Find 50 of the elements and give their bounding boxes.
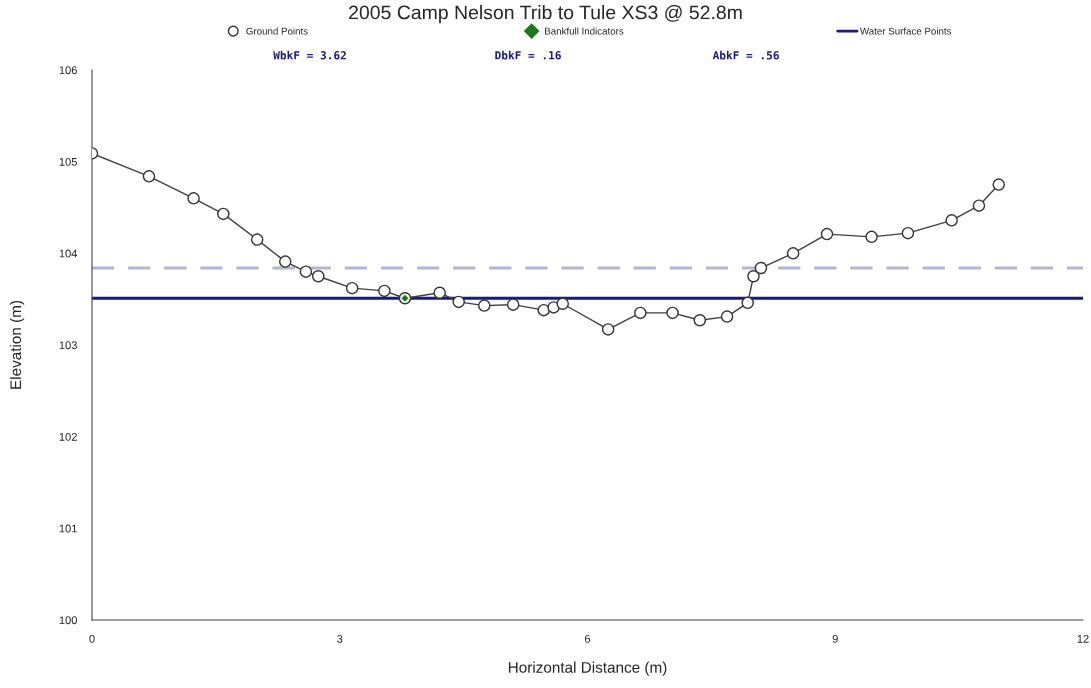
point xyxy=(556,297,569,311)
x-tick-label: 0 xyxy=(89,634,95,643)
y-tick-label: 105 xyxy=(59,157,77,166)
point xyxy=(693,313,707,327)
point xyxy=(992,178,1006,191)
point xyxy=(865,230,878,244)
text: WbkF = 3.62 xyxy=(273,50,346,60)
text: AbkF = .56 xyxy=(712,50,779,60)
x-tick-label: 9 xyxy=(832,634,838,643)
legend-label: Water Surface Points xyxy=(860,27,952,35)
point xyxy=(299,265,313,278)
point xyxy=(452,295,465,309)
legend-label: Bankfull Indicators xyxy=(545,27,624,35)
x-tick-label: 12 xyxy=(1077,634,1089,643)
chart-title: 2005 Camp Nelson Trib to Tule XS3 @ 52.8m xyxy=(349,5,742,24)
point xyxy=(666,306,679,320)
y-tick-label: 101 xyxy=(59,524,77,533)
point xyxy=(378,284,391,298)
point xyxy=(278,255,292,268)
point xyxy=(741,296,754,310)
point xyxy=(142,170,156,183)
y-tick-label: 106 xyxy=(59,66,77,75)
y-tick-label: 102 xyxy=(59,432,77,441)
point xyxy=(506,298,520,311)
point xyxy=(786,247,800,260)
point xyxy=(945,214,958,227)
point xyxy=(754,261,768,275)
point xyxy=(478,299,491,312)
point xyxy=(901,226,915,240)
x-axis-title: Horizontal Distance (m) xyxy=(508,661,667,676)
legend-label: Ground Points xyxy=(246,27,308,35)
point xyxy=(187,192,200,205)
x-tick-label: 3 xyxy=(337,634,343,643)
text: DbkF = .16 xyxy=(495,50,561,60)
point xyxy=(720,310,734,323)
point xyxy=(217,207,230,221)
point xyxy=(634,306,647,320)
point xyxy=(601,323,615,336)
x-tick-label: 6 xyxy=(584,634,591,643)
point xyxy=(250,233,264,246)
y-tick-label: 103 xyxy=(59,341,77,350)
y-tick-label: 100 xyxy=(59,616,77,625)
y-axis-title: Elevation (m) xyxy=(9,300,25,389)
y-tick-label: 104 xyxy=(59,249,78,258)
point xyxy=(345,281,359,295)
point xyxy=(433,286,446,300)
point xyxy=(972,199,986,212)
point xyxy=(312,269,325,283)
point xyxy=(747,269,760,283)
point xyxy=(820,227,834,241)
